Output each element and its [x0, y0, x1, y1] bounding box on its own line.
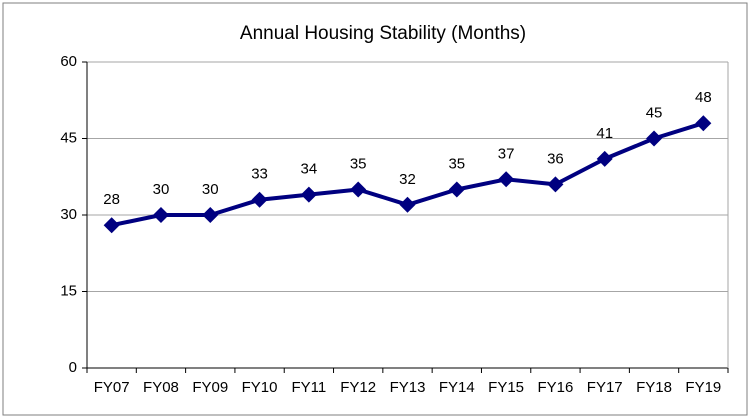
data-label: 35 — [350, 155, 367, 172]
data-label: 30 — [202, 181, 219, 198]
x-tick-label: FY16 — [537, 379, 573, 396]
marker — [695, 115, 712, 132]
data-label: 37 — [498, 145, 515, 162]
data-label: 28 — [103, 191, 120, 208]
x-tick-label: FY17 — [587, 379, 623, 396]
x-tick-label: FY10 — [242, 379, 278, 396]
y-tick-label: 45 — [60, 129, 77, 146]
x-tick-label: FY19 — [685, 379, 721, 396]
y-tick-label: 15 — [60, 282, 77, 299]
data-label: 30 — [153, 181, 170, 198]
marker — [498, 171, 515, 188]
marker — [547, 176, 564, 193]
chart-title: Annual Housing Stability (Months) — [240, 23, 526, 44]
data-label: 41 — [596, 125, 613, 142]
marker — [152, 207, 169, 223]
data-label: 36 — [547, 150, 564, 167]
marker — [596, 150, 613, 167]
x-tick-label: FY13 — [390, 379, 426, 396]
data-label: 48 — [695, 89, 712, 106]
marker — [646, 130, 663, 147]
marker — [251, 191, 268, 208]
marker — [399, 196, 416, 213]
x-tick-label: FY14 — [439, 379, 475, 396]
x-tick-label: FY09 — [192, 379, 228, 396]
marker — [300, 186, 317, 203]
y-tick-label: 30 — [60, 206, 77, 223]
data-label: 35 — [448, 155, 465, 172]
data-label: 34 — [301, 161, 318, 178]
x-tick-label: FY18 — [636, 379, 672, 396]
marker — [202, 207, 219, 223]
x-tick-label: FY12 — [340, 379, 376, 396]
marker — [350, 181, 367, 198]
x-tick-label: FY11 — [292, 379, 327, 396]
x-tick-label: FY08 — [143, 379, 179, 396]
marker — [448, 181, 465, 198]
data-label: 33 — [251, 166, 268, 183]
x-tick-label: FY15 — [488, 379, 524, 396]
y-tick-label: 0 — [69, 359, 77, 376]
data-label: 45 — [646, 104, 663, 121]
y-tick-label: 60 — [60, 53, 77, 70]
data-label: 32 — [399, 171, 416, 188]
chart-frame — [2, 2, 748, 416]
marker — [103, 217, 120, 234]
x-tick-label: FY07 — [94, 379, 130, 396]
